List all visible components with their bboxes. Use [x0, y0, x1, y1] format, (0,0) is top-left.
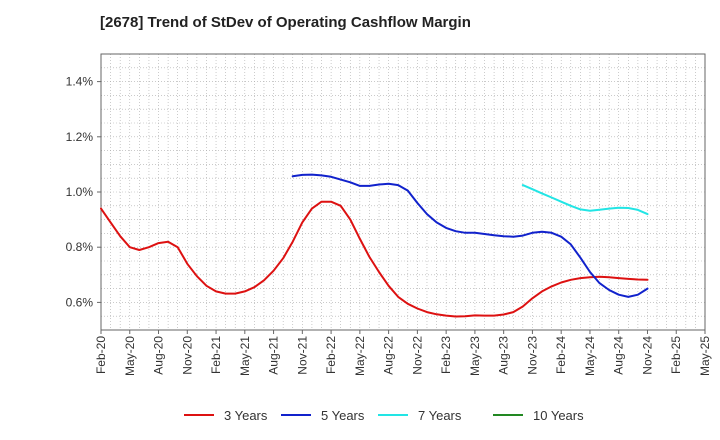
legend-label: 3 Years — [224, 408, 268, 423]
y-tick-label: 1.2% — [66, 130, 94, 144]
x-tick-label: Aug-21 — [267, 336, 281, 375]
x-tick-label: May-21 — [238, 336, 252, 376]
grid — [101, 54, 705, 330]
y-tick-label: 0.6% — [66, 295, 94, 309]
x-tick-label: May-20 — [123, 336, 137, 376]
x-axis-ticks: Feb-20 May-20 Aug-20 Nov-20 Feb-21 May-21 Aug-… — [94, 330, 712, 376]
x-tick-label: Nov-24 — [640, 336, 654, 375]
x-tick-label: May-25 — [698, 336, 712, 376]
y-tick-label: 1.0% — [66, 185, 94, 199]
x-tick-label: Nov-20 — [180, 336, 194, 375]
x-tick-label: May-24 — [583, 336, 597, 376]
x-tick-label: May-23 — [468, 336, 482, 376]
series-line-7-years — [521, 184, 649, 216]
y-tick-label: 1.4% — [66, 75, 94, 89]
x-tick-label: Aug-22 — [382, 336, 396, 375]
x-tick-label: Aug-20 — [152, 336, 166, 375]
x-tick-label: Feb-25 — [669, 336, 683, 374]
series-lines — [100, 173, 649, 318]
series-line-3-years — [100, 200, 649, 318]
x-tick-label: Feb-24 — [554, 336, 568, 374]
x-tick-label: Nov-21 — [295, 336, 309, 375]
x-tick-label: Nov-22 — [410, 336, 424, 375]
x-tick-label: Aug-24 — [612, 336, 626, 375]
legend-label: 5 Years — [321, 408, 365, 423]
chart-title: [2678] Trend of StDev of Operating Cashf… — [100, 14, 471, 31]
legend-label: 7 Years — [418, 408, 462, 423]
y-tick-label: 0.8% — [66, 240, 94, 254]
x-tick-label: Feb-20 — [94, 336, 108, 374]
legend-label: 10 Years — [533, 408, 584, 423]
series-line-5-years — [291, 173, 649, 298]
x-tick-label: May-22 — [353, 336, 367, 376]
x-tick-label: Aug-23 — [497, 336, 511, 375]
legend: 3 Years 5 Years 7 Years 10 Years — [184, 408, 584, 423]
x-tick-label: Feb-22 — [324, 336, 338, 374]
x-tick-label: Feb-21 — [209, 336, 223, 374]
x-tick-label: Feb-23 — [439, 336, 453, 374]
x-tick-label: Nov-23 — [525, 336, 539, 375]
y-axis-ticks: 0.6% 0.8% 1.0% 1.2% 1.4% — [66, 75, 101, 309]
